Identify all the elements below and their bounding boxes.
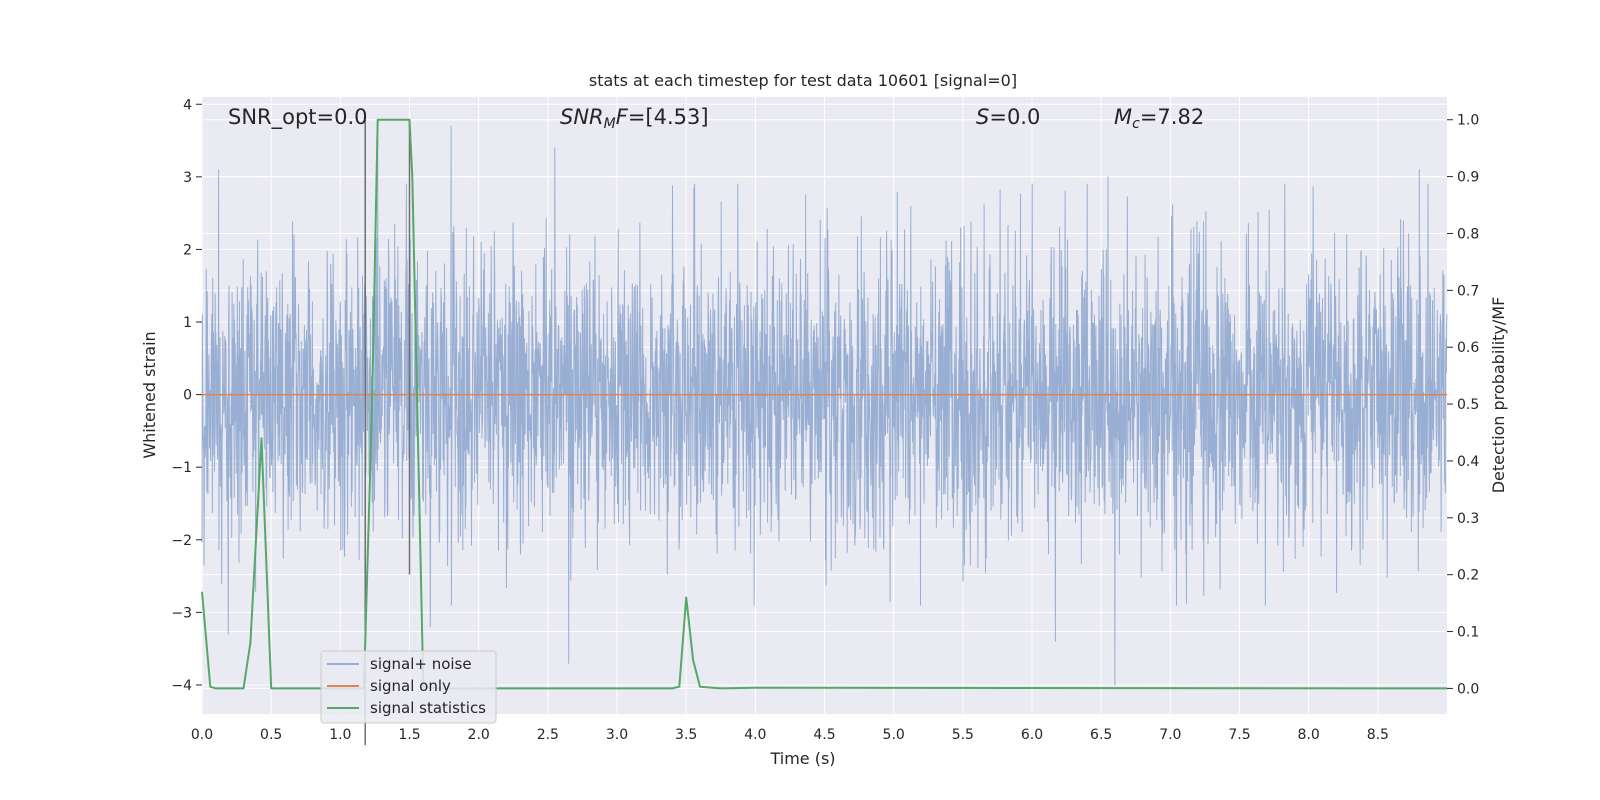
- x-tick-label: 3.5: [675, 727, 697, 743]
- y-tick-label: −1: [171, 460, 192, 476]
- x-tick-label: 7.5: [1228, 727, 1250, 743]
- x-tick-label: 5.5: [952, 727, 974, 743]
- x-tick-label: 1.5: [398, 727, 420, 743]
- annotation-snr-opt: SNR_opt=0.0: [228, 105, 368, 130]
- annotation-snr-mf: SNRMF=[4.53]: [560, 105, 709, 132]
- y-tick-label: 0: [183, 388, 192, 404]
- x-tick-label: 6.5: [1090, 727, 1112, 743]
- y2-axis-ticks: 0.0 0.1 0.2 0.3 0.4 0.5 0.6 0.7 0.8 0.9 1.0: [1447, 113, 1479, 697]
- x-tick-label: 8.0: [1298, 727, 1320, 743]
- legend-box: [320, 650, 497, 724]
- y2-tick-label: 0.3: [1457, 511, 1479, 527]
- y2-axis-label: Detection probability/MF: [1489, 297, 1508, 494]
- y-tick-label: −2: [171, 533, 192, 549]
- x-tick-label: 0.5: [260, 727, 282, 743]
- x-tick-label: 5.0: [883, 727, 905, 743]
- y-tick-label: −4: [171, 678, 192, 694]
- y2-tick-label: 0.7: [1457, 283, 1479, 299]
- signal-statistics-line: [201, 118, 1448, 690]
- x-tick-label: 1.0: [329, 727, 351, 743]
- y-tick-label: 2: [183, 242, 192, 258]
- x-tick-label: 3.0: [606, 727, 628, 743]
- y-tick-label: −3: [171, 605, 192, 621]
- x-tick-label: 8.5: [1367, 727, 1389, 743]
- x-tick-label: 4.5: [813, 727, 835, 743]
- y-tick-label: 3: [183, 170, 192, 186]
- y2-tick-label: 1.0: [1457, 113, 1479, 129]
- y-tick-label: 1: [183, 315, 192, 331]
- y-tick-label: 4: [183, 97, 192, 113]
- x-tick-label: 4.0: [744, 727, 766, 743]
- legend-label-noise: signal+ noise: [370, 655, 472, 673]
- y2-tick-label: 0.4: [1457, 454, 1479, 470]
- x-tick-label: 2.0: [468, 727, 490, 743]
- y-axis-label: Whitened strain: [140, 331, 159, 458]
- legend: signal+ noise signal only signal statist…: [320, 650, 497, 724]
- y-axis-ticks: −4 −3 −2 −1 0 1 2 3 4: [171, 97, 202, 694]
- x-tick-label: 7.0: [1159, 727, 1181, 743]
- x-tick-label: 0.0: [191, 727, 213, 743]
- annotation-s: S=0.0: [976, 105, 1040, 129]
- legend-label-stats: signal statistics: [370, 699, 486, 717]
- x-tick-label: 2.5: [537, 727, 559, 743]
- y2-tick-label: 0.1: [1457, 625, 1479, 641]
- y2-tick-label: 0.6: [1457, 340, 1479, 356]
- y2-tick-label: 0.0: [1457, 681, 1479, 697]
- legend-label-signal: signal only: [370, 677, 451, 695]
- x-axis-label: Time (s): [769, 749, 835, 768]
- x-axis-ticks: 0.0 0.5 1.0 1.5 2.0 2.5 3.0 3.5 4.0 4.5 5.0 5.5 6.0 6…: [191, 727, 1389, 743]
- x-tick-label: 6.0: [1021, 727, 1043, 743]
- y2-tick-label: 0.8: [1457, 226, 1479, 242]
- signal-statistics-series: [201, 118, 1448, 690]
- y2-tick-label: 0.9: [1457, 170, 1479, 186]
- annotation-mc: Mc=7.82: [1114, 105, 1204, 132]
- y2-tick-label: 0.5: [1457, 397, 1479, 413]
- chart-title: stats at each timestep for test data 106…: [589, 71, 1017, 90]
- y2-tick-label: 0.2: [1457, 568, 1479, 584]
